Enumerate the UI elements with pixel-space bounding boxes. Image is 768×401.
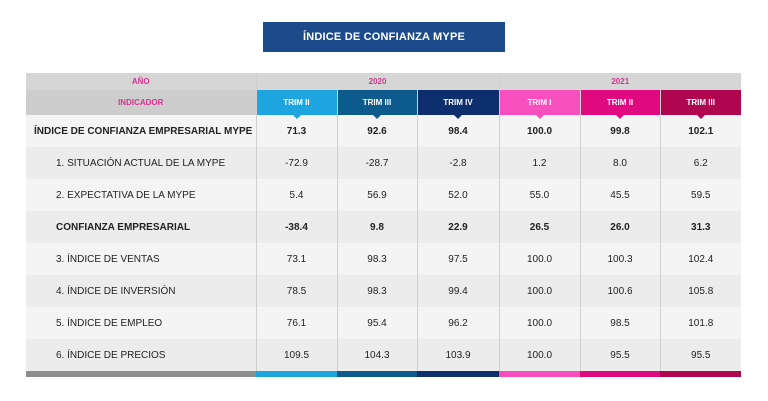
value-cell: -28.7 [336,147,417,179]
year-label: AÑO [26,73,256,90]
value-cell: 8.0 [579,147,660,179]
value-cell: 100.0 [498,115,580,147]
table-row: 4. ÍNDICE DE INVERSIÓN 78.5 98.3 99.4 100.0 1… [26,275,741,307]
value-cell: 99.8 [579,115,660,147]
table-row: 1. SITUACIÓN ACTUAL DE LA MYPE -72.9 -28.7… [26,147,741,179]
indicator-label: INDICADOR [26,90,256,115]
value-cell: 45.5 [579,179,660,211]
quarter-header: TRIM II [255,90,337,119]
value-cell: 99.4 [416,275,499,307]
page-title: ÍNDICE DE CONFIANZA MYPE [263,22,505,52]
value-cell: 52.0 [416,179,499,211]
value-cell: 71.3 [255,115,337,147]
indicator-name: 2. EXPECTATIVA DE LA MYPE [26,179,256,211]
quarter-header-row: INDICADOR TRIM II TRIM III TRIM IV TRIM I TR… [26,90,741,119]
indicator-name: 1. SITUACIÓN ACTUAL DE LA MYPE [26,147,256,179]
value-cell: 100.0 [498,243,580,275]
table-row: 3. ÍNDICE DE VENTAS 73.1 98.3 97.5 100.0 100.… [26,243,741,275]
table-row: 2. EXPECTATIVA DE LA MYPE 5.4 56.9 52.0 55.0… [26,179,741,211]
value-cell: 97.5 [416,243,499,275]
value-cell: 103.9 [416,339,499,371]
value-cell: 98.5 [579,307,660,339]
value-cell: 73.1 [255,243,337,275]
quarter-header: TRIM II [579,90,660,119]
quarter-header: TRIM III [336,90,417,119]
value-cell: 95.5 [579,339,660,371]
footer-bar-segment [499,371,580,377]
value-cell: -2.8 [416,147,499,179]
value-cell: 1.2 [498,147,580,179]
indicator-name: 4. ÍNDICE DE INVERSIÓN [26,275,256,307]
value-cell: 102.4 [659,243,741,275]
value-cell: 92.6 [336,115,417,147]
footer-bar-segment [580,371,660,377]
indicator-name: 6. ÍNDICE DE PRECIOS [26,339,256,371]
value-cell: 78.5 [255,275,337,307]
value-cell: 100.6 [579,275,660,307]
value-cell: 98.3 [336,275,417,307]
value-cell: 96.2 [416,307,499,339]
footer-bar-segment [256,371,337,377]
year-header-row: AÑO 2020 2021 [26,73,741,90]
indicator-name: CONFIANZA EMPRESARIAL [26,211,256,243]
value-cell: 102.1 [659,115,741,147]
value-cell: 26.0 [579,211,660,243]
quarter-header: TRIM I [498,90,580,119]
value-cell: 104.3 [336,339,417,371]
table-row: ÍNDICE DE CONFIANZA EMPRESARIAL MYPE 71.3… [26,115,741,147]
value-cell: 56.9 [336,179,417,211]
value-cell: 55.0 [498,179,580,211]
value-cell: 31.3 [659,211,741,243]
value-cell: 76.1 [255,307,337,339]
indicator-name: 5. ÍNDICE DE EMPLEO [26,307,256,339]
value-cell: 22.9 [416,211,499,243]
quarter-header: TRIM IV [416,90,499,119]
footer-bar-segment [26,371,256,377]
year-2021: 2021 [498,73,741,90]
table-row: CONFIANZA EMPRESARIAL -38.4 9.8 22.9 26.5 26.… [26,211,741,243]
value-cell: -38.4 [255,211,337,243]
value-cell: 100.0 [498,275,580,307]
table-row: 5. ÍNDICE DE EMPLEO 76.1 95.4 96.2 100.0 98.5… [26,307,741,339]
indicator-name: 3. ÍNDICE DE VENTAS [26,243,256,275]
year-2020: 2020 [255,73,499,90]
indicator-name: ÍNDICE DE CONFIANZA EMPRESARIAL MYPE [26,115,256,147]
value-cell: 59.5 [659,179,741,211]
value-cell: -72.9 [255,147,337,179]
confidence-index-table: AÑO 2020 2021 INDICADOR TRIM II TRIM III T… [26,73,741,377]
footer-bar-segment [660,371,741,377]
value-cell: 98.3 [336,243,417,275]
value-cell: 6.2 [659,147,741,179]
value-cell: 5.4 [255,179,337,211]
value-cell: 109.5 [255,339,337,371]
value-cell: 105.8 [659,275,741,307]
footer-bar-segment [337,371,417,377]
footer-bar-segment [417,371,499,377]
quarter-header: TRIM III [659,90,741,119]
value-cell: 100.0 [498,307,580,339]
value-cell: 101.8 [659,307,741,339]
footer-color-bar [26,371,741,377]
value-cell: 100.0 [498,339,580,371]
value-cell: 9.8 [336,211,417,243]
value-cell: 100.3 [579,243,660,275]
value-cell: 95.4 [336,307,417,339]
value-cell: 26.5 [498,211,580,243]
value-cell: 95.5 [659,339,741,371]
table-row: 6. ÍNDICE DE PRECIOS 109.5 104.3 103.9 100.0… [26,339,741,371]
value-cell: 98.4 [416,115,499,147]
